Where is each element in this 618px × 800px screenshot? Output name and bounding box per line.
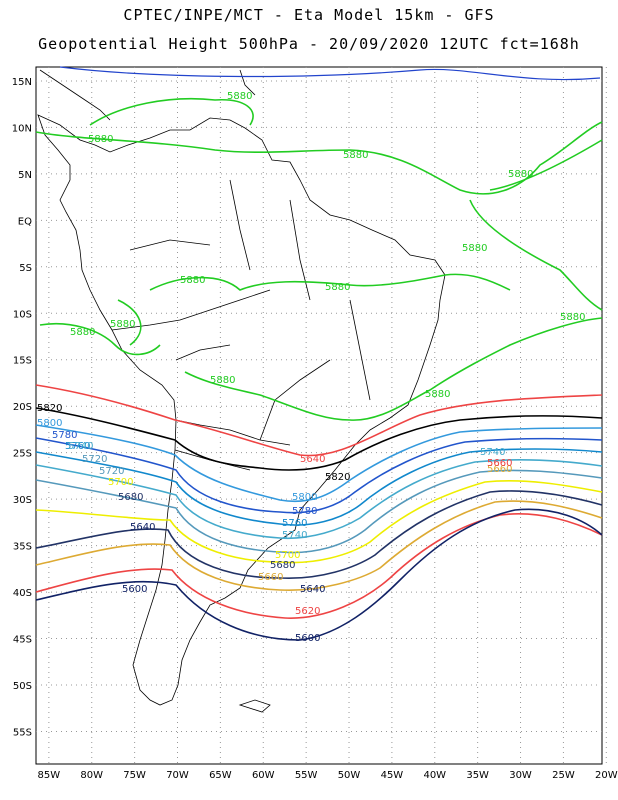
- lat-tick-label: 15N: [12, 77, 32, 88]
- contour-label: 5600: [295, 633, 320, 644]
- contour-5640: [35, 513, 603, 619]
- lat-tick-label: 50S: [13, 681, 32, 692]
- contour-label: 5880: [70, 327, 95, 338]
- contour-label: 5800: [292, 492, 317, 503]
- contour-label: 5880: [227, 91, 252, 102]
- lat-tick-label: 45S: [13, 635, 32, 646]
- graticule-grid: [36, 67, 607, 764]
- lon-tick-label: 30W: [509, 770, 532, 781]
- contour-5660: [35, 500, 603, 592]
- contour-label: 5720: [82, 454, 107, 465]
- contour-label: 5680: [118, 492, 143, 503]
- contour-label: 5820: [325, 472, 350, 483]
- contour-label: 5780: [292, 506, 317, 517]
- lat-tick-label: 10S: [13, 309, 32, 320]
- contour-label: 5760: [282, 518, 307, 529]
- contour-label: 5780: [52, 430, 77, 441]
- lon-tick-label: 85W: [38, 770, 61, 781]
- contour-label: 5880: [462, 243, 487, 254]
- lon-tick-label: 55W: [295, 770, 318, 781]
- coastline-layer: [37, 69, 446, 713]
- south-america-coastline: [37, 114, 446, 706]
- contour-label: 5880: [325, 282, 350, 293]
- contour-5880: [35, 97, 603, 421]
- contour-label: 5700: [108, 477, 133, 488]
- lat-tick-label: 20S: [13, 402, 32, 413]
- longitude-labels: 85W 80W 75W 70W 65W 60W 55W 50W 45W 40W 35W 30W 25W 2…: [38, 770, 618, 781]
- lon-tick-label: 70W: [166, 770, 189, 781]
- contour-5800: [35, 424, 603, 503]
- contour-label: 5880: [88, 134, 113, 145]
- lon-tick-label: 50W: [338, 770, 361, 781]
- contour-label: 5880: [110, 319, 135, 330]
- lat-tick-label: 15S: [13, 356, 32, 367]
- lat-tick-label: EQ: [18, 216, 32, 227]
- contour-label: 5720: [99, 466, 124, 477]
- contour-label: 5740: [282, 530, 307, 541]
- lon-tick-label: 20W: [595, 770, 618, 781]
- lat-tick-label: 40S: [13, 588, 32, 599]
- lon-tick-label: 65W: [209, 770, 232, 781]
- lon-tick-label: 80W: [80, 770, 103, 781]
- contour-label: 5880: [180, 275, 205, 286]
- contour-label: 5880: [210, 375, 235, 386]
- contour-label: 5600: [122, 584, 147, 595]
- lat-tick-label: 35S: [13, 542, 32, 553]
- contour-5600: [35, 508, 603, 641]
- lon-tick-label: 40W: [423, 770, 446, 781]
- contour-label: 5660: [258, 572, 283, 583]
- lat-tick-label: 55S: [13, 727, 32, 738]
- contour-label: 5760: [65, 441, 90, 452]
- contour-label: 5820: [37, 403, 62, 414]
- lon-tick-label: 45W: [381, 770, 404, 781]
- contour-label: 5640: [300, 454, 325, 465]
- lon-tick-label: 60W: [252, 770, 275, 781]
- lat-tick-label: 5S: [19, 263, 32, 274]
- lon-tick-label: 75W: [123, 770, 146, 781]
- contour-label: 5800: [37, 418, 62, 429]
- map-title: CPTEC/INPE/MCT - Eta Model 15km - GFS: [123, 6, 495, 24]
- contour-label: 5640: [300, 584, 325, 595]
- contour-label: 5660: [487, 458, 512, 469]
- falklands: [238, 699, 271, 713]
- lat-tick-label: 10N: [12, 123, 32, 134]
- contour-label: 5880: [343, 150, 368, 161]
- contour-5720: [35, 469, 603, 554]
- central-america-coastline: [39, 69, 256, 121]
- lon-tick-label: 35W: [466, 770, 489, 781]
- contour-label: 5660: [487, 464, 512, 475]
- contour-label: 5740: [480, 447, 505, 458]
- contour-5780: [35, 437, 603, 514]
- contour-label: 5640: [130, 522, 155, 533]
- contour-label: 5620: [295, 606, 320, 617]
- contour-label: 5880: [560, 312, 585, 323]
- contour-label: 5880: [508, 169, 533, 180]
- contour-bands: [35, 384, 603, 641]
- lon-tick-label: 25W: [552, 770, 575, 781]
- contour-5680: [35, 490, 603, 580]
- contour-5700: [35, 480, 603, 564]
- contour-label: 5680: [270, 560, 295, 571]
- map-subtitle: Geopotential Height 500hPa - 20/09/2020 …: [38, 35, 580, 53]
- contour-5760: [35, 448, 603, 526]
- latitude-labels: 15N 10N 5N EQ 5S 10S 15S 20S 25S 30S 35S 40S 45S 50S 5…: [12, 77, 32, 739]
- lat-tick-label: 25S: [13, 449, 32, 460]
- contour-5820-red: [35, 384, 603, 457]
- contour-label: 5740: [68, 441, 93, 452]
- top-blue-contour: [59, 66, 601, 81]
- contour-label: 5880: [425, 389, 450, 400]
- contour-5820: [35, 407, 603, 471]
- lat-tick-label: 5N: [18, 170, 32, 181]
- lat-tick-label: 30S: [13, 495, 32, 506]
- contour-5740: [35, 459, 603, 540]
- contour-labels: 5880 5880 5880 5880 5880 5880 5880 5880 …: [37, 91, 585, 644]
- contour-label: 5700: [275, 550, 300, 561]
